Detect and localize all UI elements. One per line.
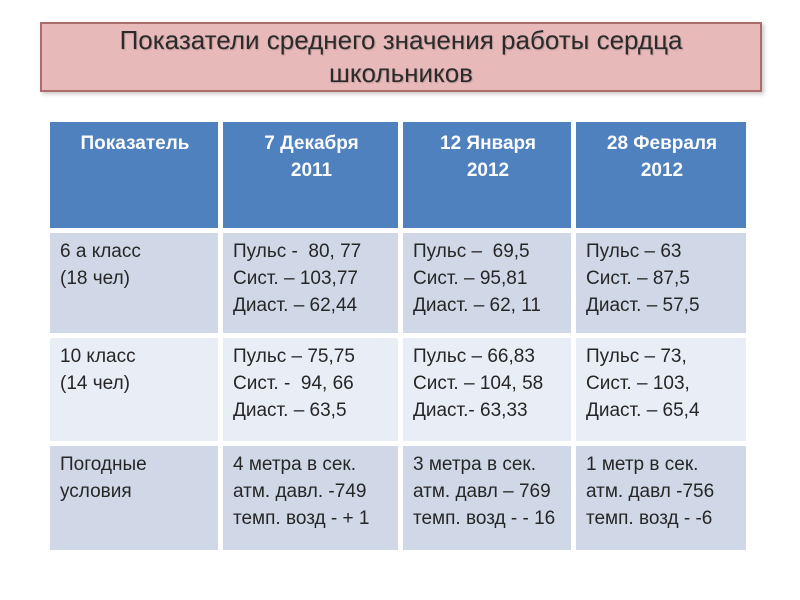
col-header-indicator: Показатель (50, 122, 218, 228)
heart-metrics-table: Показатель 7 Декабря 2011 12 Января 2012… (50, 122, 746, 550)
col-header-feb28-2012: 28 Февраля 2012 (576, 122, 746, 228)
row-weather-jan12-cell: 3 метра в сек. атм. давл – 769 темп. воз… (403, 446, 571, 550)
row-weather-feb28-cell: 1 метр в сек. атм. давл -756 темп. возд … (576, 446, 746, 550)
row-10-label: 10 класс (14 чел) (50, 338, 218, 441)
row-10-dec7-cell: Пульс – 75,75 Сист. - 94, 66 Диаст. – 63… (223, 338, 398, 441)
slide-title: Показатели среднего значения работы серд… (119, 25, 683, 88)
row-6a-feb28-cell: Пульс – 63 Сист. – 87,5 Диаст. – 57,5 (576, 233, 746, 333)
row-10-feb28-cell: Пульс – 73, Сист. – 103, Диаст. – 65,4 (576, 338, 746, 441)
col-header-jan12-2012: 12 Января 2012 (403, 122, 571, 228)
row-weather-label: Погодные условия (50, 446, 218, 550)
row-6a-label: 6 а класс (18 чел) (50, 233, 218, 333)
row-6a-dec7-cell: Пульс - 80, 77 Сист. – 103,77 Диаст. – 6… (223, 233, 398, 333)
row-10-jan12-cell: Пульс – 66,83 Сист. – 104, 58 Диаст.- 63… (403, 338, 571, 441)
row-6a-jan12-cell: Пульс – 69,5 Сист. – 95,81 Диаст. – 62, … (403, 233, 571, 333)
col-header-dec7-2011: 7 Декабря 2011 (223, 122, 398, 228)
row-weather-dec7-cell: 4 метра в сек. атм. давл. -749 темп. воз… (223, 446, 398, 550)
slide-title-box: Показатели среднего значения работы серд… (40, 22, 762, 92)
